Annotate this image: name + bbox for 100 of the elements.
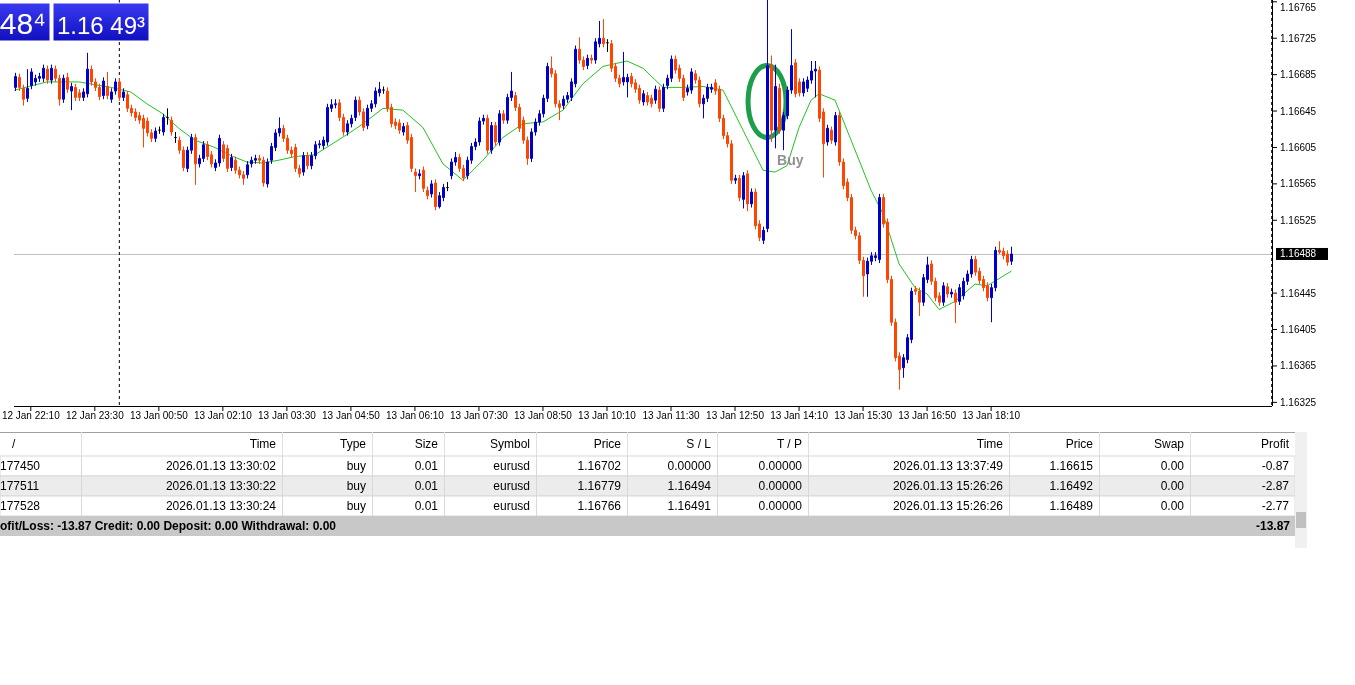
candlestick	[586, 54, 589, 70]
x-tick-label: 13 Jan 15:30	[834, 410, 893, 421]
candlestick	[74, 83, 77, 102]
category-label: Swap	[1153, 437, 1185, 452]
text: 1.16492	[1049, 479, 1093, 494]
candlestick	[770, 55, 773, 143]
category-label: Time	[249, 437, 277, 452]
x-tick-label: 13 Jan 18:10	[962, 410, 1021, 421]
candlestick	[774, 64, 777, 149]
text: -2.77	[1261, 499, 1289, 514]
x-tick-label: 13 Jan 08:50	[514, 410, 573, 421]
text: buy	[346, 459, 366, 474]
candlestick	[382, 85, 385, 95]
candlestick	[170, 116, 173, 137]
candlestick	[662, 83, 665, 113]
y-tick-label: 1.16405	[1280, 324, 1317, 336]
candlestick	[118, 77, 121, 102]
category-label: Price	[1065, 437, 1094, 452]
candlestick	[498, 109, 501, 147]
x-tick-label: 13 Jan 06:10	[386, 410, 445, 421]
y-tick-label: 1.16445	[1280, 287, 1317, 299]
text: 1.16779	[577, 479, 621, 494]
text: 0.00000	[758, 499, 802, 514]
candlestick	[834, 111, 837, 147]
candlestick	[90, 65, 93, 87]
x-tick-label: 13 Jan 11:30	[642, 410, 700, 421]
text: 0.00000	[758, 459, 802, 474]
candlestick	[302, 151, 305, 177]
category-label: Size	[414, 437, 439, 452]
candlestick	[430, 179, 433, 199]
candlestick	[642, 89, 645, 107]
candlestick	[1006, 249, 1009, 267]
y-tick-label: 1.16365	[1280, 360, 1317, 372]
candlestick	[502, 109, 505, 125]
x-tick-label: 12 Jan 22:10	[1, 410, 61, 421]
y-tick-label: 1.16525	[1280, 214, 1317, 226]
y-tick-label: 1.16325	[1280, 396, 1317, 408]
y-tick-label: 1.16685	[1280, 69, 1317, 81]
candlestick	[262, 156, 265, 188]
y-tick-label: 1.16765	[1280, 1, 1317, 13]
candlestick	[738, 174, 741, 202]
x-tick-label: 13 Jan 14:10	[770, 410, 829, 421]
text: eurusd	[493, 479, 530, 494]
line-series	[14, 60, 1012, 311]
category-label: T / P	[776, 437, 802, 452]
text: 177511	[0, 479, 40, 494]
candlestick	[46, 65, 49, 85]
candlestick	[230, 153, 233, 172]
text: 0.00	[1160, 499, 1184, 514]
candlestick	[950, 288, 953, 299]
candlestick	[750, 187, 753, 209]
candlestick	[126, 90, 129, 113]
candlestick	[954, 288, 957, 324]
text: 0.01	[414, 459, 438, 474]
candlestick	[254, 154, 257, 165]
text: -13.87	[1255, 519, 1291, 534]
text: 177528	[0, 499, 41, 514]
text: 1.16494	[667, 479, 711, 494]
candlestick	[918, 287, 921, 317]
y-tick-label: 1.16725	[1280, 32, 1317, 44]
candlestick	[122, 87, 125, 102]
candlestick	[166, 107, 169, 126]
candlestick	[766, 0, 769, 233]
candlestick	[646, 91, 649, 107]
candlestick	[306, 151, 309, 170]
candlestick	[22, 84, 25, 107]
text: 1.16489	[1049, 499, 1093, 514]
x-tick-label: 12 Jan 23:30	[65, 410, 125, 421]
candlestick	[234, 156, 237, 175]
x-tick-label: 13 Jan 12:50	[706, 410, 765, 421]
text: 0.01	[414, 479, 438, 494]
candlestick	[998, 240, 1001, 255]
candlestick	[414, 167, 417, 193]
candlestick	[50, 64, 53, 85]
candlestick	[658, 85, 661, 113]
text: 177450	[0, 459, 41, 474]
candlestick	[246, 160, 249, 179]
text: 1.16766	[577, 499, 621, 514]
text: 2026.01.13 13:30:22	[165, 479, 276, 494]
candlestick	[194, 133, 197, 186]
category-label: S / L	[686, 437, 712, 452]
text: 2026.01.13 13:30:02	[165, 459, 276, 474]
candlestick	[778, 83, 781, 135]
candlestick	[830, 126, 833, 145]
y-tick-label: 1.16565	[1280, 178, 1317, 190]
text: 0.00	[1160, 479, 1184, 494]
candlestick	[814, 60, 817, 98]
candlestick	[1010, 246, 1013, 266]
text: 1.16615	[1049, 459, 1093, 474]
candlestick	[70, 82, 73, 111]
text: 2026.01.13 13:30:24	[165, 499, 276, 514]
candlestick	[30, 67, 33, 90]
candlestick	[486, 114, 489, 155]
x-tick-label: 13 Jan 07:30	[450, 410, 509, 421]
x-tick-label: 13 Jan 10:10	[578, 410, 637, 421]
candlestick	[562, 95, 565, 110]
candlestick	[742, 171, 745, 209]
category-label: Symbol	[489, 437, 530, 452]
text: eurusd	[493, 499, 530, 514]
candlestick	[942, 281, 945, 307]
